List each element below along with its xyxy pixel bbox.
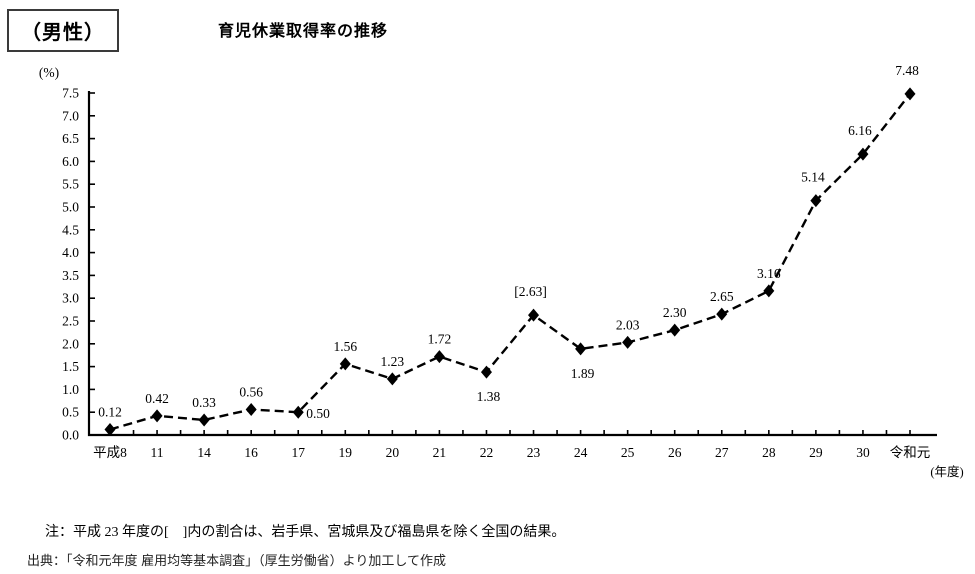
data-point-marker	[245, 402, 257, 416]
data-point-marker	[904, 87, 916, 101]
data-point-label: 0.42	[145, 391, 169, 406]
data-point-marker	[528, 308, 540, 322]
data-points	[104, 87, 916, 437]
y-tick-label: 7.0	[62, 108, 79, 123]
x-tick-label: 21	[433, 445, 447, 460]
data-point-label: 2.65	[710, 289, 734, 304]
chart-title: 育児休業取得率の推移	[218, 23, 389, 40]
x-tick-label: 25	[621, 445, 635, 460]
x-tick-label: 26	[668, 445, 682, 460]
data-point-label: 1.56	[333, 339, 357, 354]
axes	[87, 91, 937, 437]
data-point-label: 0.12	[98, 405, 122, 420]
x-tick-label: 28	[762, 445, 776, 460]
y-tick-label: 2.5	[62, 314, 79, 329]
y-tick-label: 6.5	[62, 131, 79, 146]
x-tick-label: 22	[480, 445, 494, 460]
x-tick-label: 平成8	[93, 445, 127, 460]
x-tick-label: 20	[386, 445, 400, 460]
data-labels: 0.12 0.42 0.33 0.56 0.50 1.56 1.23 1.72 1.38 [2.6…	[98, 63, 919, 421]
x-tick-label: 23	[527, 445, 541, 460]
data-point-label: 0.56	[239, 384, 263, 399]
data-point-label: [2.63]	[514, 284, 547, 299]
y-tick-label: 5.0	[62, 200, 79, 215]
data-point-marker	[716, 307, 728, 321]
x-tick-label: 14	[197, 445, 211, 460]
data-point-marker	[151, 409, 163, 423]
data-point-label: 1.89	[571, 366, 595, 381]
y-tick-label: 0.0	[62, 428, 79, 443]
category-box: （男性）	[7, 9, 119, 52]
data-point-label: 0.50	[306, 406, 330, 421]
data-point-label: 1.38	[477, 389, 501, 404]
chart-note: 注：平成 23 年度の[ ]内の割合は、岩手県、宮城県及び福島県を除く全国の結果…	[45, 525, 566, 540]
y-tick-label: 4.0	[62, 245, 79, 260]
x-tick-label: 24	[574, 445, 588, 460]
data-point-label: 3.16	[757, 266, 781, 281]
y-axis-unit-label: (%)	[39, 65, 59, 80]
x-tick-label: 30	[856, 445, 870, 460]
data-point-label: 5.14	[801, 170, 825, 185]
y-tick-label: 1.5	[62, 359, 79, 374]
data-point-marker	[575, 342, 587, 356]
data-point-marker	[198, 413, 210, 427]
x-tick-label: 17	[291, 445, 305, 460]
data-point-label: 1.23	[381, 354, 405, 369]
data-point-label: 0.33	[192, 395, 216, 410]
y-tick-label: 2.0	[62, 336, 79, 351]
data-point-marker	[104, 423, 116, 437]
data-line	[109, 93, 911, 431]
y-tick-label: 7.5	[62, 86, 79, 101]
data-point-label: 1.72	[428, 332, 452, 347]
x-tick-label: 令和元	[890, 445, 931, 460]
x-axis-ticks: 平成8 11 14 16 17 19 20 21 22 23 24 25 26 27 28 29 30 令和元	[93, 430, 930, 460]
y-tick-label: 3.5	[62, 268, 79, 283]
y-tick-label: 3.0	[62, 291, 79, 306]
data-point-label: 6.16	[848, 123, 872, 138]
y-tick-label: 5.5	[62, 177, 79, 192]
y-axis-ticks: 0.0 0.5 1.0 1.5 2.0 2.5 3.0 3.5 4.0 4.5 5.0 5.5 6.0 6…	[62, 86, 95, 443]
data-point-marker	[857, 147, 869, 161]
data-point-marker	[669, 323, 681, 337]
data-point-marker	[763, 284, 775, 298]
x-tick-label: 27	[715, 445, 729, 460]
y-tick-label: 1.0	[62, 382, 79, 397]
data-point-marker	[386, 372, 398, 386]
x-tick-label: 11	[151, 445, 164, 460]
data-point-marker	[480, 365, 492, 379]
y-tick-label: 4.5	[62, 222, 79, 237]
data-point-label: 2.30	[663, 305, 687, 320]
chart-source: 出典：「令和元年度 雇用均等基本調査」（厚生労働省）より加工して作成	[27, 553, 446, 568]
data-point-marker	[292, 405, 304, 419]
data-point-marker	[622, 335, 634, 349]
y-tick-label: 0.5	[62, 405, 79, 420]
data-point-marker	[339, 357, 351, 371]
x-tick-label: 16	[244, 445, 258, 460]
x-tick-label: 29	[809, 445, 823, 460]
x-tick-label: 19	[339, 445, 353, 460]
x-axis-unit-label: (年度)	[930, 464, 963, 479]
line-chart: 0.0 0.5 1.0 1.5 2.0 2.5 3.0 3.5 4.0 4.5 5.0 5.5 6.0 6…	[39, 63, 964, 479]
data-point-marker	[810, 194, 822, 208]
data-point-label: 7.48	[895, 63, 919, 78]
data-point-label: 2.03	[616, 317, 640, 332]
y-tick-label: 6.0	[62, 154, 79, 169]
category-box-label: （男性）	[21, 22, 105, 44]
data-point-marker	[433, 350, 445, 364]
